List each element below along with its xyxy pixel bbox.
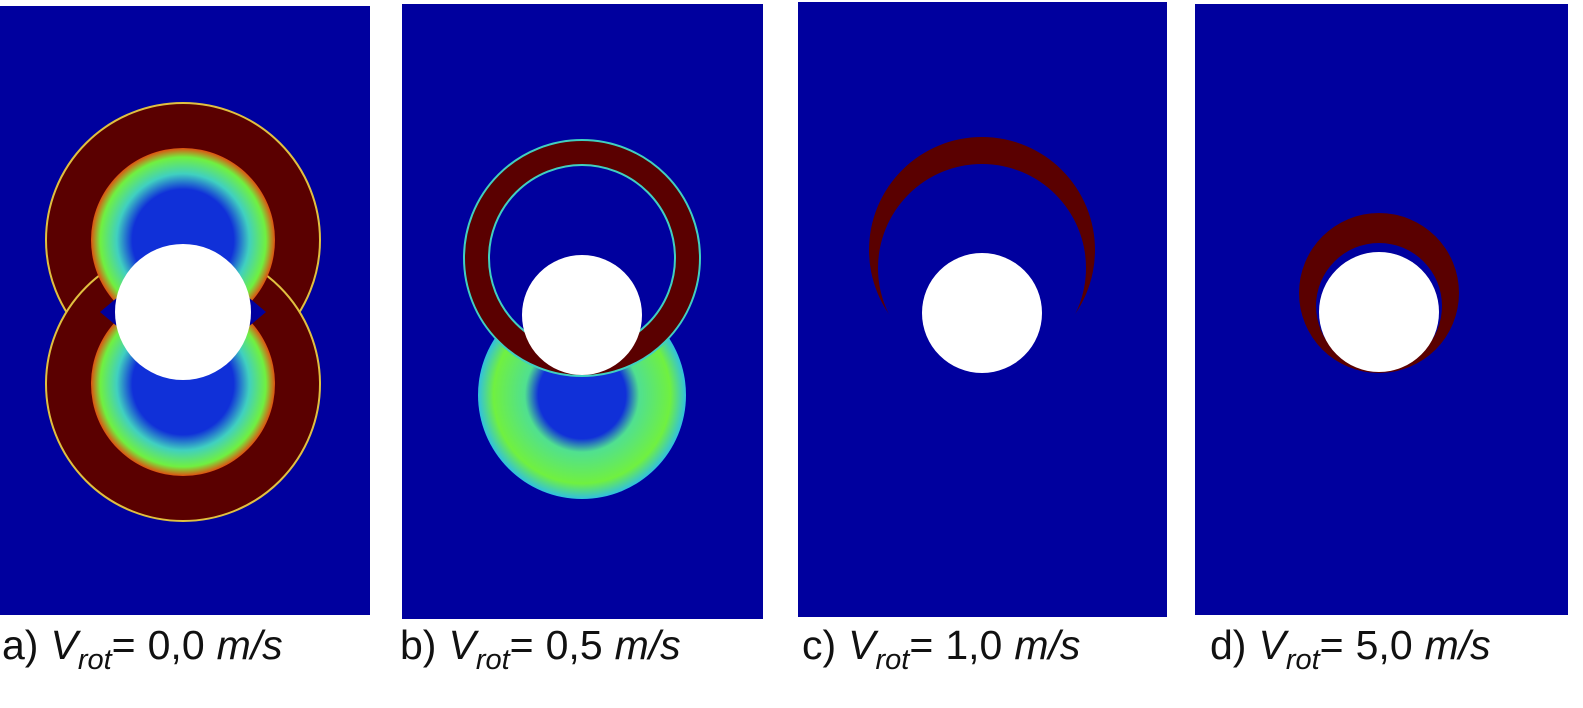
value: 0,0 xyxy=(147,622,205,668)
relation: = xyxy=(1319,622,1344,668)
caption: b) Vrot= 0,5 m/s xyxy=(400,622,681,675)
symbol: V xyxy=(1258,622,1286,668)
subscript: rot xyxy=(475,644,510,676)
subscript: rot xyxy=(1285,644,1320,676)
panel-d xyxy=(1195,4,1568,615)
panel-label: c) xyxy=(802,622,837,668)
symbol: V xyxy=(448,622,476,668)
caption: c) Vrot= 1,0 m/s xyxy=(802,622,1081,675)
symbol: V xyxy=(50,622,78,668)
panel-a xyxy=(0,6,370,615)
panel-label: d) xyxy=(1210,622,1247,668)
value: 0,5 xyxy=(545,622,603,668)
unit: m/s xyxy=(216,622,283,668)
cylinder xyxy=(1319,252,1439,372)
relation: = xyxy=(509,622,534,668)
cylinder xyxy=(115,244,251,380)
panel-label: a) xyxy=(2,622,39,668)
caption: d) Vrot= 5,0 m/s xyxy=(1210,622,1491,675)
unit: m/s xyxy=(614,622,681,668)
value: 5,0 xyxy=(1355,622,1413,668)
unit: m/s xyxy=(1014,622,1081,668)
panel-c xyxy=(798,2,1167,617)
unit: m/s xyxy=(1424,622,1491,668)
subscript: rot xyxy=(77,644,112,676)
cylinder xyxy=(922,253,1042,373)
symbol: V xyxy=(848,622,876,668)
panel-b xyxy=(402,4,763,619)
relation: = xyxy=(111,622,136,668)
subscript: rot xyxy=(875,644,910,676)
relation: = xyxy=(909,622,934,668)
caption: a) Vrot= 0,0 m/s xyxy=(2,622,283,675)
panel-label: b) xyxy=(400,622,437,668)
cylinder xyxy=(522,255,642,375)
value: 1,0 xyxy=(945,622,1003,668)
